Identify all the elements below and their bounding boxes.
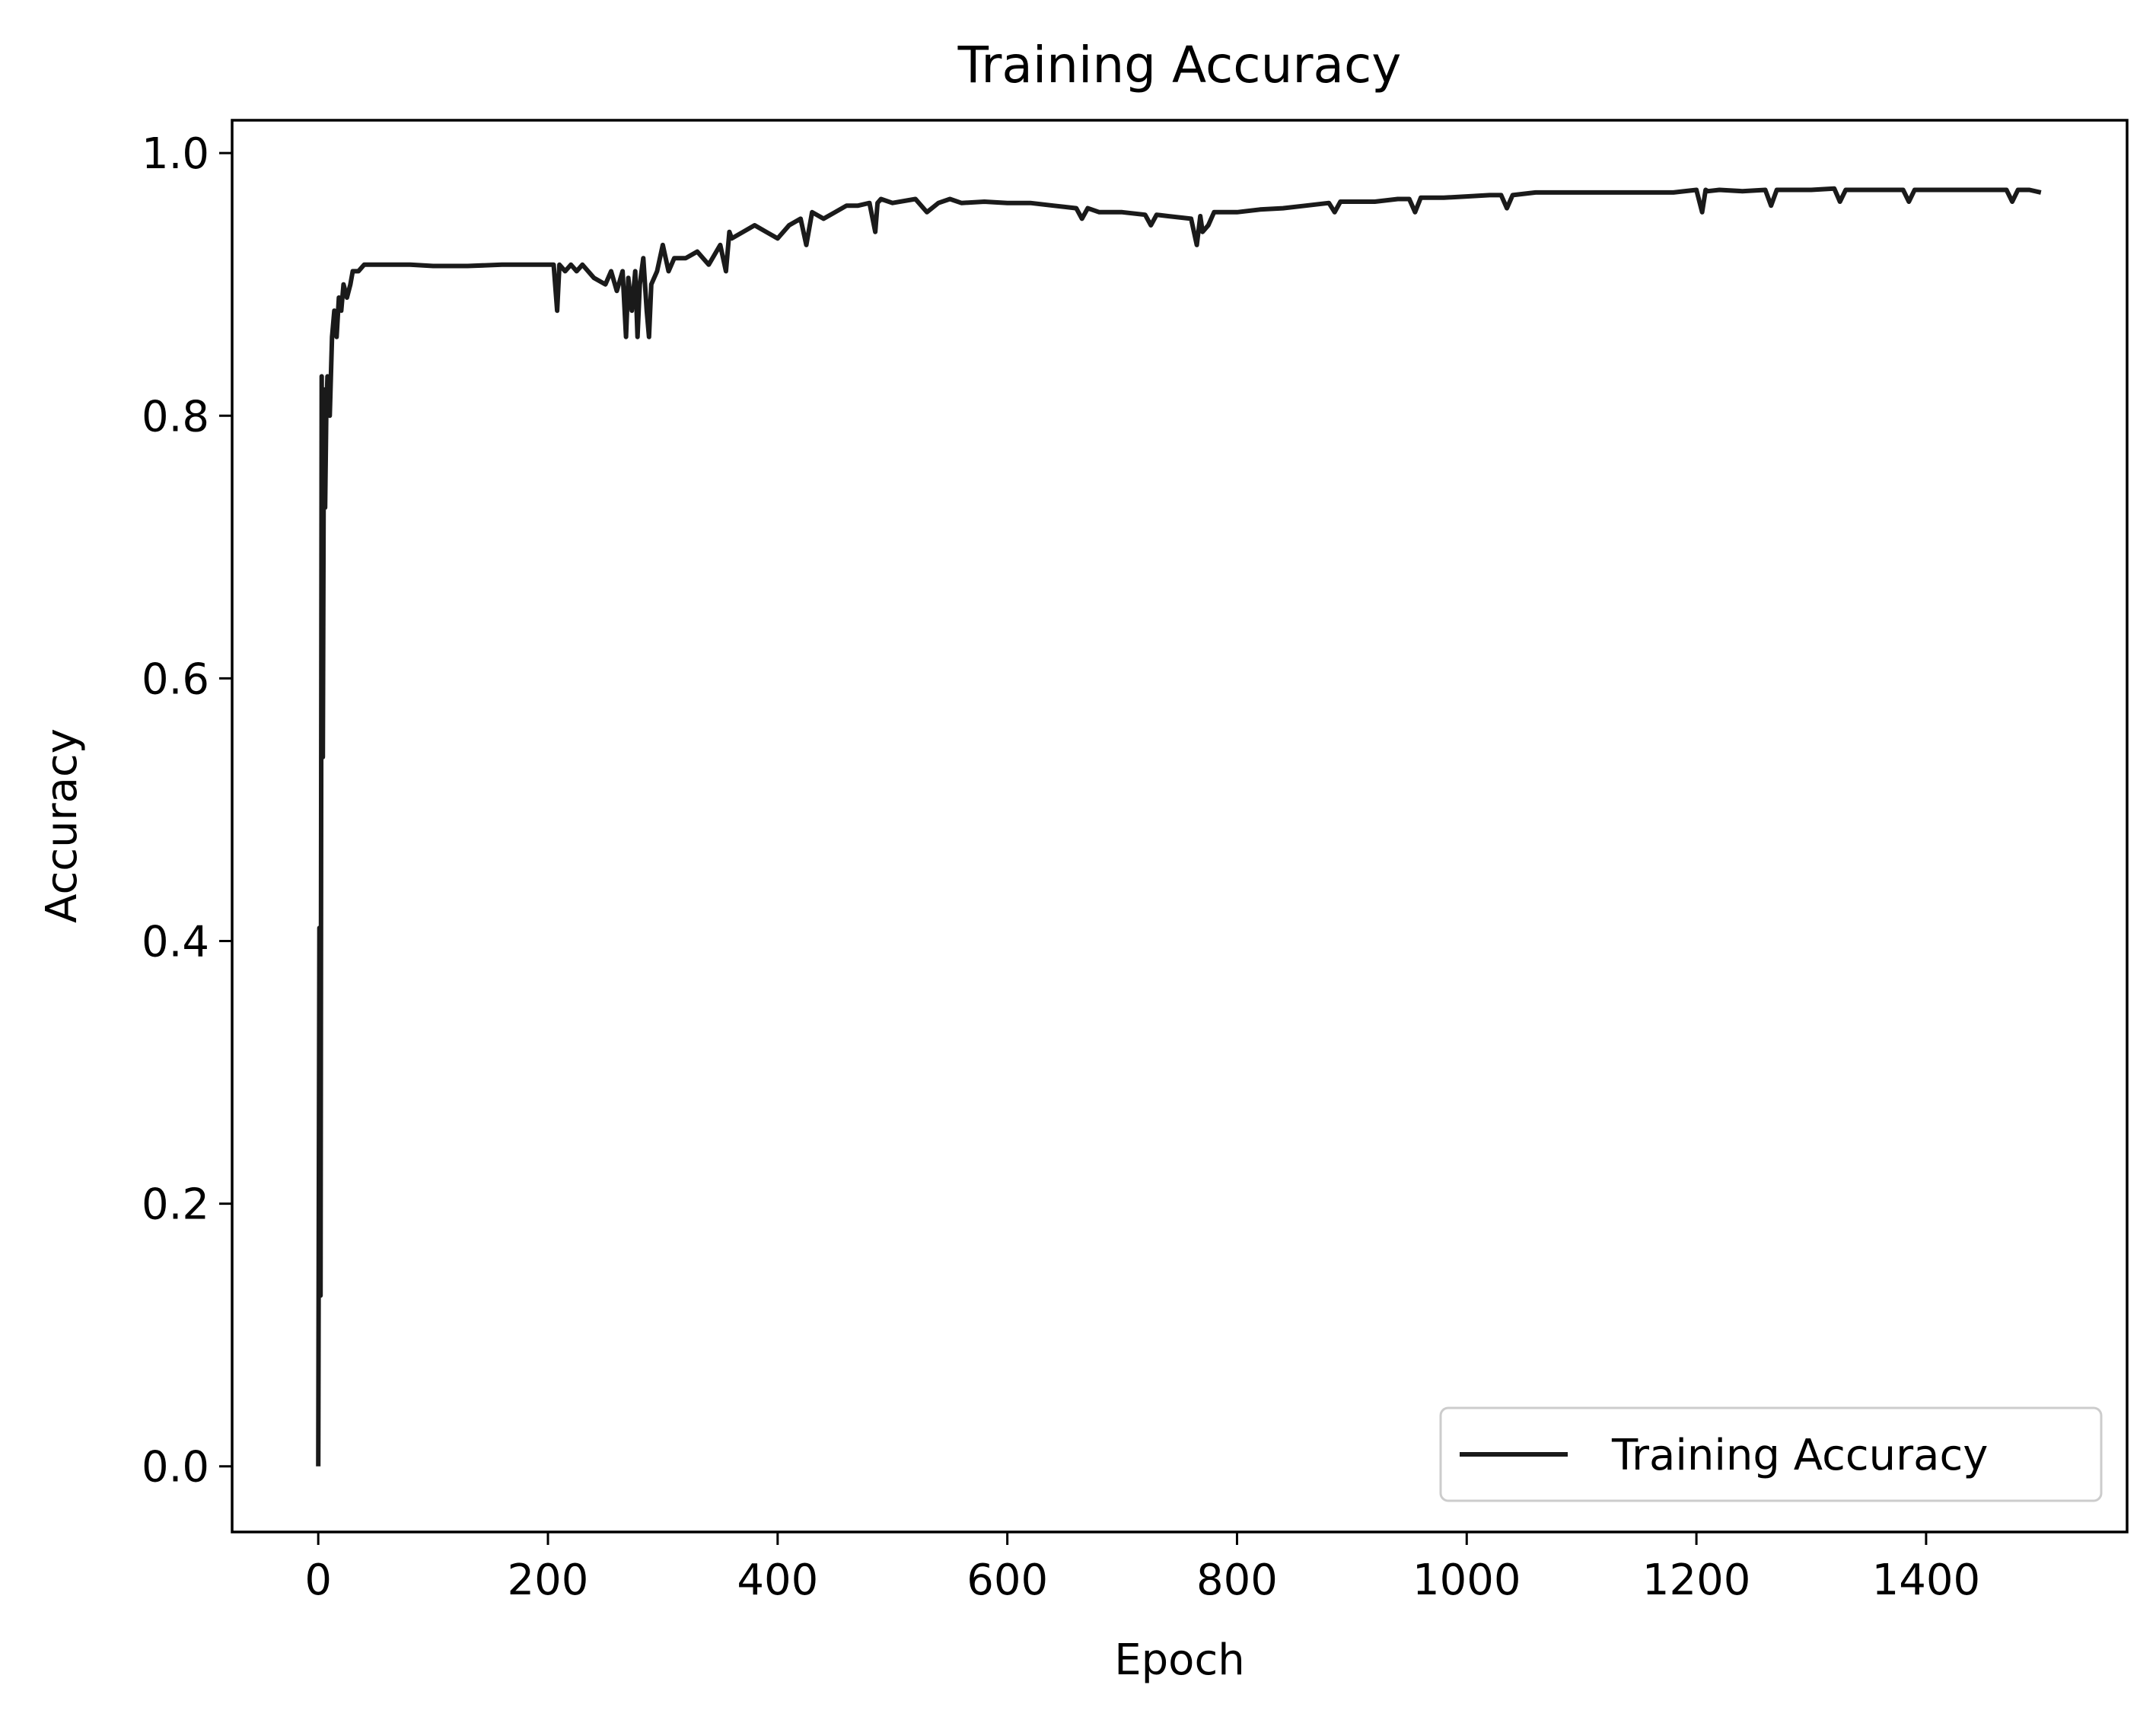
y-tick-label: 0.2 bbox=[142, 1180, 209, 1230]
y-tick-label: 0.4 bbox=[142, 917, 209, 967]
x-tick-label: 200 bbox=[508, 1556, 589, 1605]
x-axis: 0 200 400 600 800 1000 1200 1400 bbox=[304, 1532, 1980, 1605]
legend: Training Accuracy bbox=[1439, 1406, 2103, 1502]
y-axis-label: Accuracy bbox=[37, 728, 87, 923]
y-tick-label: 0.0 bbox=[142, 1443, 209, 1492]
y-tick-label: 0.8 bbox=[142, 392, 209, 441]
series-line-training-accuracy bbox=[316, 186, 2042, 1467]
x-tick-label: 0 bbox=[304, 1556, 332, 1605]
x-tick-label: 1200 bbox=[1642, 1556, 1751, 1605]
series-layer bbox=[316, 186, 2042, 1467]
x-tick-label: 600 bbox=[967, 1556, 1048, 1605]
x-tick-label: 400 bbox=[737, 1556, 818, 1605]
x-tick-label: 1400 bbox=[1872, 1556, 1981, 1605]
y-tick-label: 1.0 bbox=[142, 129, 209, 179]
y-tick-label: 0.6 bbox=[142, 654, 209, 704]
y-axis: 0.0 0.2 0.4 0.6 0.8 1.0 bbox=[142, 129, 232, 1492]
legend-box bbox=[1439, 1406, 2103, 1502]
chart-title: Training Accuracy bbox=[957, 36, 1402, 94]
x-axis-label: Epoch bbox=[1114, 1635, 1244, 1685]
plot-area-frame bbox=[231, 119, 2129, 1534]
legend-label: Training Accuracy bbox=[1611, 1431, 1988, 1480]
x-tick-label: 1000 bbox=[1412, 1556, 1521, 1605]
x-tick-label: 800 bbox=[1196, 1556, 1278, 1605]
